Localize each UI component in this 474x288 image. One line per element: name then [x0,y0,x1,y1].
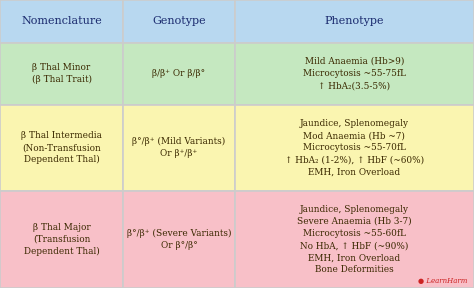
Bar [235,105,474,191]
Text: Mild Anaemia (Hb>9)
Microcytosis ~55-75fL
↑ HbA₂(3.5-5%): Mild Anaemia (Hb>9) Microcytosis ~55-75f… [303,57,406,90]
Bar [123,191,235,288]
Bar [123,0,235,43]
Text: Genotype: Genotype [152,16,206,26]
Text: Jaundice, Splenomegaly
Severe Anaemia (Hb 3-7)
Microcytosis ~55-60fL
No HbA, ↑ H: Jaundice, Splenomegaly Severe Anaemia (H… [297,204,411,274]
Bar [123,105,235,191]
Text: Nomenclature: Nomenclature [21,16,102,26]
Bar [235,191,474,288]
Text: β Thal Minor
(β Thal Trait): β Thal Minor (β Thal Trait) [32,63,91,84]
Bar [235,43,474,105]
Bar [0,43,123,105]
Text: β/β⁺ Or β/β°: β/β⁺ Or β/β° [152,69,206,78]
Bar [235,0,474,43]
Text: β°/β⁺ (Severe Variants)
Or β°/β°: β°/β⁺ (Severe Variants) Or β°/β° [127,229,231,250]
Text: Jaundice, Splenomegaly
Mod Anaemia (Hb ~7)
Microcytosis ~55-70fL
↑ HbA₂ (1-2%), : Jaundice, Splenomegaly Mod Anaemia (Hb ~… [285,119,424,177]
Bar [0,0,123,43]
Text: β Thal Major
(Transfusion
Dependent Thal): β Thal Major (Transfusion Dependent Thal… [24,223,100,256]
Bar [0,105,123,191]
Text: β°/β⁺ (Mild Variants)
Or β⁺/β⁺: β°/β⁺ (Mild Variants) Or β⁺/β⁺ [132,137,226,158]
Text: β Thal Intermedia
(Non-Transfusion
Dependent Thal): β Thal Intermedia (Non-Transfusion Depen… [21,131,102,164]
Text: Phenotype: Phenotype [325,16,384,26]
Bar [123,43,235,105]
Text: ● LearnHarm: ● LearnHarm [418,276,467,285]
Bar [0,191,123,288]
